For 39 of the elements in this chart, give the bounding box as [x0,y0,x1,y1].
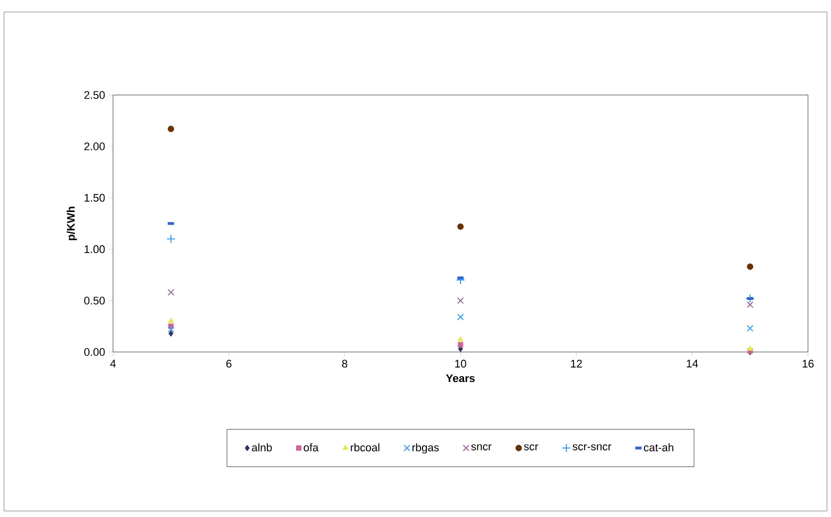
legend-label: scr-sncr [572,444,612,450]
y-tick-label: 0.50 [84,296,105,304]
x-tick-label: 6 [226,360,232,368]
x-tick-label: 10 [455,360,466,368]
x-tick-label: 4 [110,360,116,368]
x-axis-title: Years [446,374,475,382]
point [166,234,176,244]
point [168,289,174,296]
y-tick-label: 0.00 [84,348,105,356]
legend-label: sncr [471,444,492,450]
point [168,330,174,337]
x-tick-label: 16 [802,360,814,368]
x-tick-label: 8 [342,360,348,368]
point [746,325,754,332]
point [458,336,464,342]
point [747,346,754,351]
point [456,276,465,285]
legend-label: rbcoal [350,443,380,452]
point [746,301,754,308]
point [457,223,464,230]
y-tick-label: 2.00 [84,142,105,150]
point [168,318,174,323]
legend-label: alnb [252,443,272,452]
point [457,314,464,320]
point [458,342,464,348]
point [457,297,464,304]
point [168,126,174,132]
point [168,326,174,333]
y-tick-label: 1.50 [84,194,105,202]
legend-label: rbgas [412,443,439,454]
y-axis-title: p/KWh [66,206,77,240]
legend-label: scr [524,444,538,450]
y-tick-label: 2.50 [84,91,105,99]
point [746,263,754,270]
x-tick-label: 12 [571,360,582,368]
legend-label: cat-ah [644,443,674,452]
x-tick-label: 14 [686,360,698,368]
legend-label: ofa [304,443,319,452]
y-tick-label: 1.00 [84,245,105,254]
